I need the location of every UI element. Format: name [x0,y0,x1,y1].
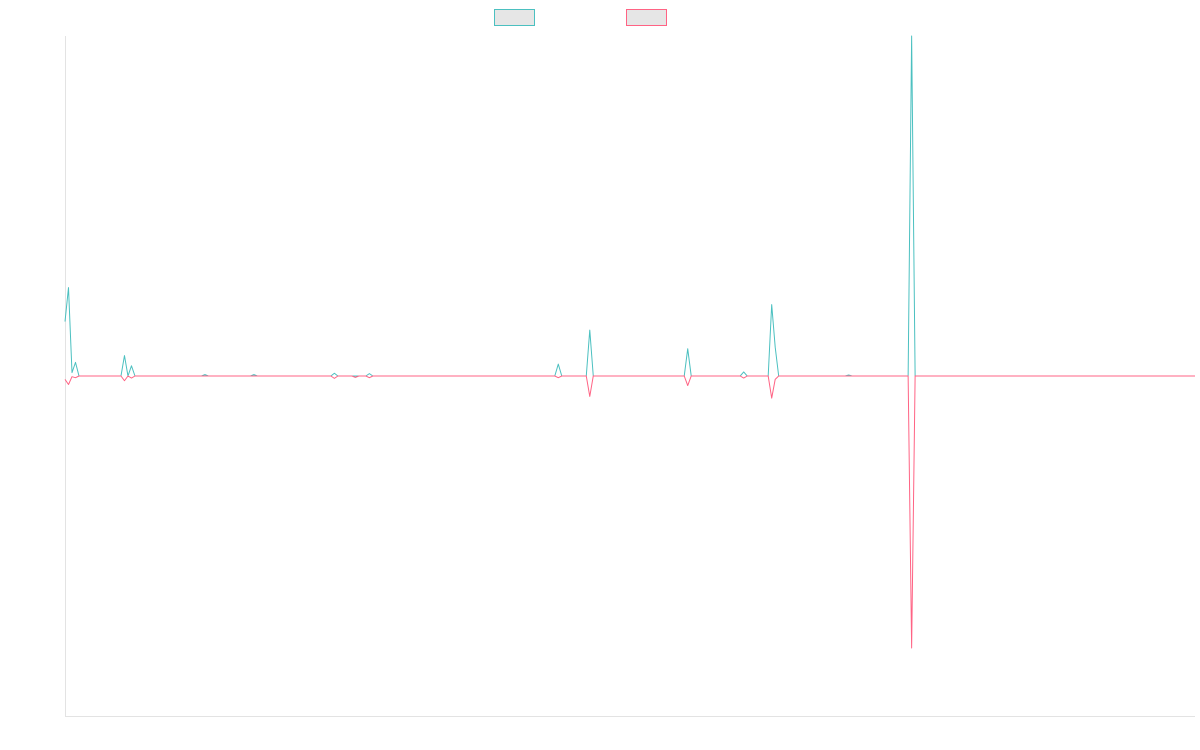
series-line-1 [64,35,1195,377]
legend-swatch-series-1[interactable] [494,9,535,26]
legend-swatch-series-2[interactable] [626,9,667,26]
legend[interactable] [494,9,667,26]
series-line-2 [64,375,1195,649]
plot-area [64,35,1195,649]
